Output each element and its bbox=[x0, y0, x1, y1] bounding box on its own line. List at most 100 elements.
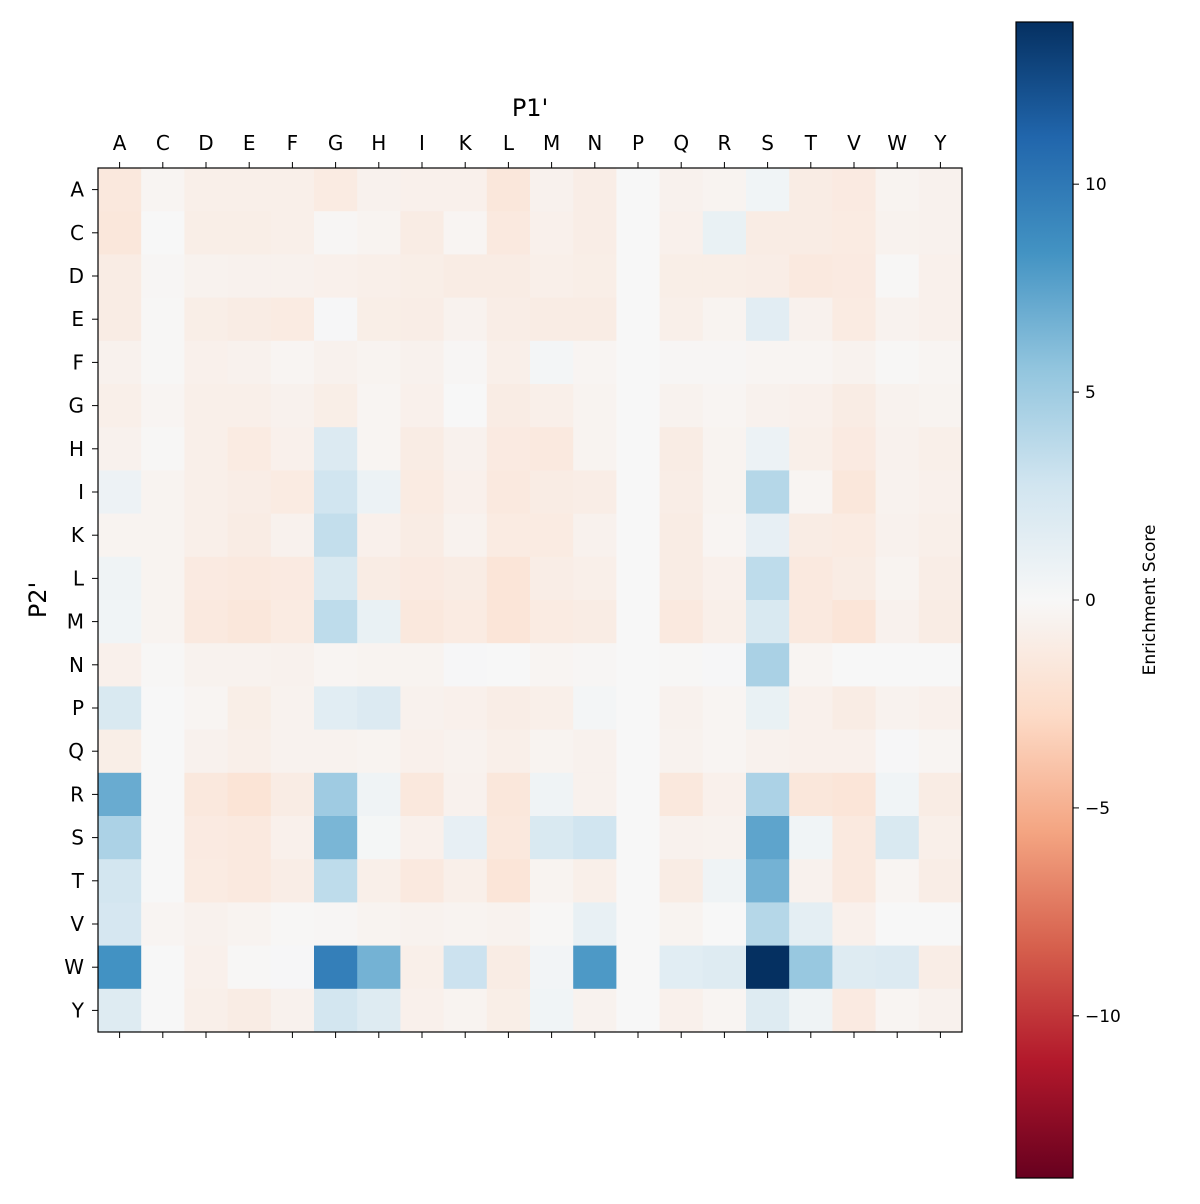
heatmap-cell-G-Y bbox=[918, 384, 963, 428]
heatmap-cell-C-H bbox=[357, 211, 401, 255]
heatmap-cell-H-W bbox=[875, 427, 920, 471]
heatmap-cell-V-P bbox=[616, 902, 661, 947]
heatmap-cell-T-S bbox=[746, 859, 790, 903]
heatmap-cell-W-D bbox=[184, 945, 229, 990]
heatmap-cell-D-F bbox=[270, 254, 315, 299]
heatmap-cell-Y-E bbox=[227, 988, 272, 1033]
heatmap-cell-E-R bbox=[702, 297, 747, 342]
heatmap-cell-A-M bbox=[530, 168, 574, 212]
heatmap-cell-W-S bbox=[746, 945, 790, 990]
heatmap-cell-G-N bbox=[573, 384, 617, 428]
heatmap-cell-D-V bbox=[832, 254, 877, 299]
heatmap-cell-D-S bbox=[746, 254, 790, 299]
heatmap-cell-H-G bbox=[314, 427, 358, 471]
heatmap-cell-M-G bbox=[314, 600, 358, 644]
y-tick-label: A bbox=[70, 178, 84, 202]
heatmap-cell-E-Y bbox=[918, 297, 963, 342]
heatmap-cell-I-Q bbox=[659, 470, 704, 515]
heatmap-cell-G-T bbox=[789, 384, 833, 428]
heatmap-cell-V-H bbox=[357, 902, 401, 947]
heatmap-cell-T-N bbox=[573, 859, 617, 903]
heatmap-cell-F-L bbox=[486, 340, 531, 385]
heatmap-cell-A-H bbox=[357, 168, 401, 212]
heatmap-cell-C-M bbox=[530, 211, 574, 255]
y-axis-label: P2' bbox=[24, 582, 52, 618]
heatmap-cell-H-R bbox=[702, 427, 747, 471]
heatmap-cell-L-Q bbox=[659, 556, 704, 601]
heatmap-cell-A-A bbox=[98, 168, 142, 212]
heatmap-cell-Y-W bbox=[875, 988, 920, 1033]
heatmap-cell-L-R bbox=[702, 556, 747, 601]
heatmap-cell-M-R bbox=[702, 600, 747, 644]
y-tick-label: S bbox=[71, 826, 84, 850]
heatmap-cell-K-Q bbox=[659, 513, 704, 558]
heatmap-cell-L-G bbox=[314, 556, 358, 601]
heatmap-cell-E-F bbox=[270, 297, 315, 342]
x-tick-label: K bbox=[459, 131, 473, 155]
x-tick-label: V bbox=[847, 131, 861, 155]
heatmap-cell-D-N bbox=[573, 254, 617, 299]
heatmap-cell-A-D bbox=[184, 168, 229, 212]
heatmap-cell-W-V bbox=[832, 945, 877, 990]
heatmap-cell-F-P bbox=[616, 340, 661, 385]
y-tick-label: M bbox=[67, 610, 84, 634]
heatmap-cell-M-P bbox=[616, 600, 661, 644]
x-tick-label: G bbox=[328, 131, 344, 155]
heatmap-cell-Q-E bbox=[227, 729, 272, 774]
heatmap-cell-C-A bbox=[98, 211, 142, 255]
heatmap-cell-L-A bbox=[98, 556, 142, 601]
heatmap-cell-I-H bbox=[357, 470, 401, 515]
heatmap-cell-S-D bbox=[184, 816, 229, 860]
heatmap-cell-G-Q bbox=[659, 384, 704, 428]
heatmap-cell-G-P bbox=[616, 384, 661, 428]
heatmap-cell-P-F bbox=[270, 686, 315, 731]
heatmap-cell-S-W bbox=[875, 816, 920, 860]
x-tick-label: T bbox=[804, 131, 818, 155]
heatmap-cell-Y-Y bbox=[918, 988, 963, 1033]
heatmap-cell-M-W bbox=[875, 600, 920, 644]
heatmap-cell-C-I bbox=[400, 211, 445, 255]
heatmap-cell-P-A bbox=[98, 686, 142, 731]
heatmap-cell-Q-M bbox=[530, 729, 574, 774]
heatmap-cell-V-E bbox=[227, 902, 272, 947]
heatmap-cell-Q-C bbox=[141, 729, 185, 774]
heatmap-cell-R-A bbox=[98, 772, 142, 817]
heatmap-cell-P-W bbox=[875, 686, 920, 731]
heatmap-cell-V-G bbox=[314, 902, 358, 947]
heatmap-cell-P-D bbox=[184, 686, 229, 731]
heatmap-cell-C-L bbox=[486, 211, 531, 255]
heatmap-cell-W-T bbox=[789, 945, 833, 990]
heatmap-cell-S-H bbox=[357, 816, 401, 860]
heatmap-cell-D-A bbox=[98, 254, 142, 299]
heatmap-cell-W-I bbox=[400, 945, 445, 990]
colorbar bbox=[1015, 21, 1074, 1179]
heatmap-cell-C-F bbox=[270, 211, 315, 255]
heatmap-cell-I-T bbox=[789, 470, 833, 515]
heatmap-cell-H-M bbox=[530, 427, 574, 471]
colorbar-label: Enrichment Score bbox=[1140, 525, 1160, 676]
heatmap-cell-F-W bbox=[875, 340, 920, 385]
heatmap-cell-I-Y bbox=[918, 470, 963, 515]
heatmap-cell-K-G bbox=[314, 513, 358, 558]
heatmap-cell-Y-N bbox=[573, 988, 617, 1033]
heatmap-cell-I-R bbox=[702, 470, 747, 515]
y-tick-label: H bbox=[69, 437, 84, 461]
heatmap-cell-M-D bbox=[184, 600, 229, 644]
heatmap-cell-Y-F bbox=[270, 988, 315, 1033]
heatmap-cell-Q-K bbox=[443, 729, 488, 774]
heatmap-cell-R-D bbox=[184, 772, 229, 817]
heatmap-cell-L-T bbox=[789, 556, 833, 601]
heatmap-cell-F-E bbox=[227, 340, 272, 385]
heatmap-cell-R-S bbox=[746, 772, 790, 817]
heatmap-cell-M-K bbox=[443, 600, 488, 644]
heatmap-cell-Q-I bbox=[400, 729, 445, 774]
heatmap-cell-D-P bbox=[616, 254, 661, 299]
heatmap-cell-A-R bbox=[702, 168, 747, 212]
heatmap-cell-K-M bbox=[530, 513, 574, 558]
heatmap-cell-C-P bbox=[616, 211, 661, 255]
heatmap-cell-S-L bbox=[486, 816, 531, 860]
heatmap-cell-I-K bbox=[443, 470, 488, 515]
heatmap-cell-M-V bbox=[832, 600, 877, 644]
heatmap-cell-I-D bbox=[184, 470, 229, 515]
heatmap-cell-A-K bbox=[443, 168, 488, 212]
